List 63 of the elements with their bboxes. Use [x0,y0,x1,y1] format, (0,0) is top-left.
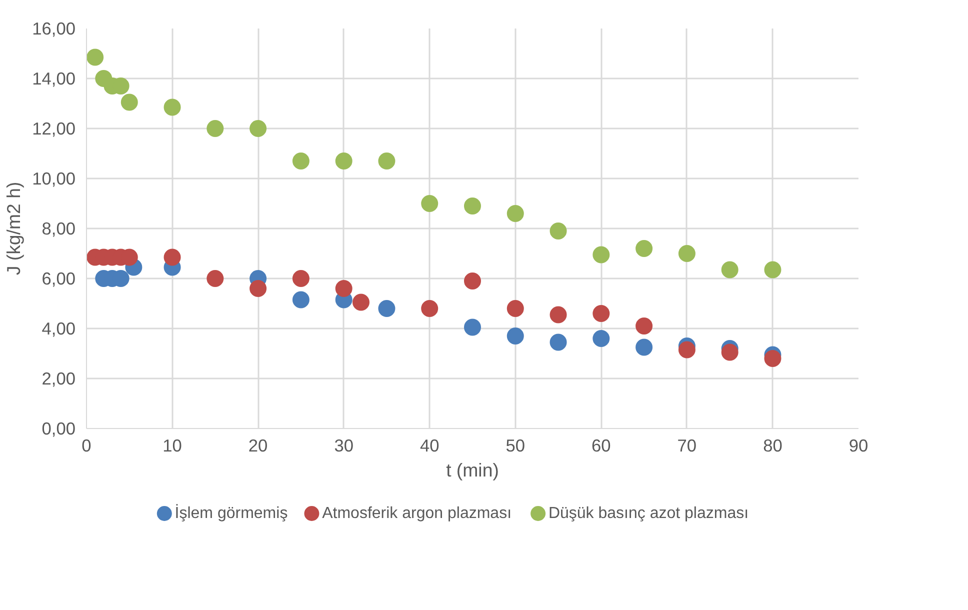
x-axis-title: t (min) [446,460,499,480]
point [506,300,524,317]
point [206,270,224,287]
point [206,120,224,137]
point [120,94,138,111]
point [335,152,352,170]
point [592,305,610,322]
point [250,280,267,297]
point [550,334,567,351]
y-tick-label: 8,00 [42,218,76,238]
point [592,246,610,264]
y-tick-label: 12,00 [32,118,76,138]
point [292,270,310,287]
point [421,300,438,317]
point [636,338,653,356]
point [506,205,524,222]
y-tick-label: 14,00 [32,68,76,88]
point [678,245,696,262]
x-tick-label: 0 [82,436,92,456]
x-tick-label: 30 [334,436,354,456]
x-tick-label: 10 [162,436,182,456]
point [250,120,267,137]
point [764,350,782,367]
point [378,300,396,317]
point [86,48,104,66]
legend-label: İşlem görmemiş [174,504,288,522]
point [678,341,696,358]
x-tick-label: 70 [677,436,697,456]
y-tick-label: 16,00 [32,18,76,38]
point [378,152,396,170]
point [721,344,738,361]
legend-label: Atmosferik argon plazması [322,505,512,522]
point [164,98,181,116]
y-tick-label: 6,00 [42,268,76,288]
point [636,318,653,334]
point [335,280,352,297]
point [721,261,738,278]
x-tick-label: 50 [506,436,526,456]
y-tick-label: 2,00 [42,368,76,388]
point [764,261,782,278]
x-tick-label: 60 [592,436,611,456]
legend-label: Düşük basınç azot plazması [548,505,749,522]
point [352,294,370,311]
y-axis-title: J (kg/m2 h) [3,182,24,276]
point [636,240,653,257]
point [464,272,481,290]
y-tick-label: 0,00 [42,418,76,438]
point [550,222,567,240]
y-tick-label: 10,00 [32,168,76,188]
x-tick-label: 40 [420,436,440,456]
point [550,306,567,324]
x-tick-label: 20 [248,436,268,456]
y-tick-label: 4,00 [42,318,76,338]
point [164,248,181,266]
point [592,330,610,347]
point [421,195,438,212]
point [292,152,310,170]
point [464,198,481,214]
point [506,328,524,344]
x-tick-label: 90 [848,436,868,456]
point [292,291,310,308]
x-tick-label: 80 [763,436,782,456]
point [464,318,481,336]
